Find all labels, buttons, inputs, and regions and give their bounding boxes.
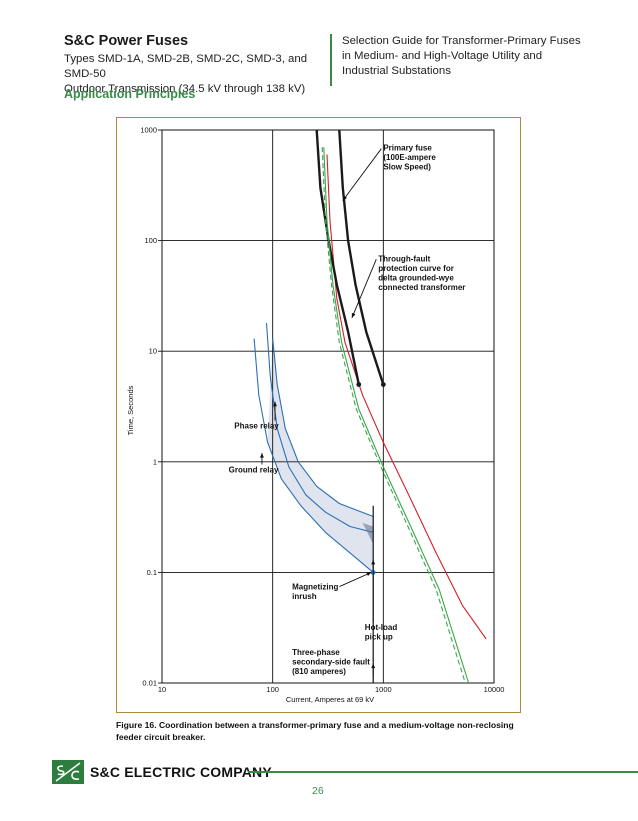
x-tick-label: 1000 xyxy=(375,685,392,694)
annotation-label: Hot-load pick up xyxy=(365,623,398,642)
product-subtitle-1: Types SMD-1A, SMD-2B, SMD-2C, SMD-3, and… xyxy=(64,53,308,80)
series-ground-relay xyxy=(253,338,374,573)
figure-frame xyxy=(116,117,521,713)
x-tick-label: 100 xyxy=(266,685,279,694)
guide-title-1: Selection Guide for Transformer-Primary … xyxy=(342,35,581,47)
x-tick-label: 10 xyxy=(158,685,166,694)
guide-title-3: Industrial Substations xyxy=(342,65,451,77)
annotation-label: Three-phase secondary-side fault (810 ampe… xyxy=(292,648,370,676)
series-phase-relay xyxy=(265,322,374,533)
curve-endpoint-dot xyxy=(380,382,386,387)
company-logo: S&C ELECTRIC COMPANY xyxy=(52,760,272,784)
annotation-label: Phase relay xyxy=(234,422,279,431)
x-tick-label: 10000 xyxy=(484,685,505,694)
annotation-arrowhead xyxy=(342,195,348,201)
annotation-leader xyxy=(351,259,377,319)
figure-caption: Figure 16. Coordination between a transf… xyxy=(116,720,514,742)
annotation-label: Ground relay xyxy=(229,466,279,475)
page-number: 26 xyxy=(312,785,324,797)
y-tick-label: 1 xyxy=(153,457,157,466)
annotation-arrowhead xyxy=(273,401,277,407)
annotation-label: Primary fuse (100E-ampere Slow Speed) xyxy=(383,144,436,172)
annotation-arrowhead xyxy=(259,453,264,458)
x-axis-label: Current, Amperes at 69 kV xyxy=(286,695,374,704)
series-damage-dashed xyxy=(321,147,466,683)
annotation-arrowhead xyxy=(371,559,376,565)
company-name: S&C ELECTRIC COMPANY xyxy=(90,764,272,780)
curve-endpoint-dot xyxy=(356,382,362,387)
series-group xyxy=(253,130,487,683)
header-right: Selection Guide for Transformer-Primary … xyxy=(342,34,592,79)
annotation-label: Through-fault protection curve for delta g… xyxy=(378,254,465,292)
y-tick-label: 10 xyxy=(149,347,157,356)
hot-load-area xyxy=(362,522,374,545)
annotation-leader xyxy=(339,571,372,587)
sc-logo-icon xyxy=(52,760,84,784)
annotation-leader xyxy=(342,148,382,201)
y-tick-label: 0.1 xyxy=(147,568,157,577)
header-divider xyxy=(330,34,332,86)
header-left: S&C Power Fuses Types SMD-1A, SMD-2B, SM… xyxy=(64,33,326,97)
product-title: S&C Power Fuses xyxy=(64,33,189,49)
annotation-arrowhead xyxy=(366,572,372,577)
y-axis-label: Time, Seconds xyxy=(126,385,135,435)
annotation-arrowhead xyxy=(351,312,356,318)
series-relay-max xyxy=(272,338,374,518)
series-fuse-max xyxy=(315,130,360,385)
product-subtitle-2: Outdoor Transmission (34.5 kV through 13… xyxy=(64,83,306,95)
y-tick-label: 1000 xyxy=(140,126,157,135)
section-title: Application Principles xyxy=(64,87,196,101)
y-tick-label: 0.01 xyxy=(142,679,157,688)
relay-coordination-band xyxy=(267,338,374,573)
series-damage-solid xyxy=(323,147,470,683)
series-fuse-max-2 xyxy=(338,130,385,385)
guide-title-2: in Medium- and High-Voltage Utility and xyxy=(342,50,543,62)
footer-rule xyxy=(248,771,638,773)
plot-frame xyxy=(161,129,495,684)
annotation-arrowhead xyxy=(371,663,376,669)
series-fuse-min xyxy=(326,154,487,640)
y-tick-label: 100 xyxy=(144,236,157,245)
annotation-label: Magnetizing inrush xyxy=(292,583,338,602)
